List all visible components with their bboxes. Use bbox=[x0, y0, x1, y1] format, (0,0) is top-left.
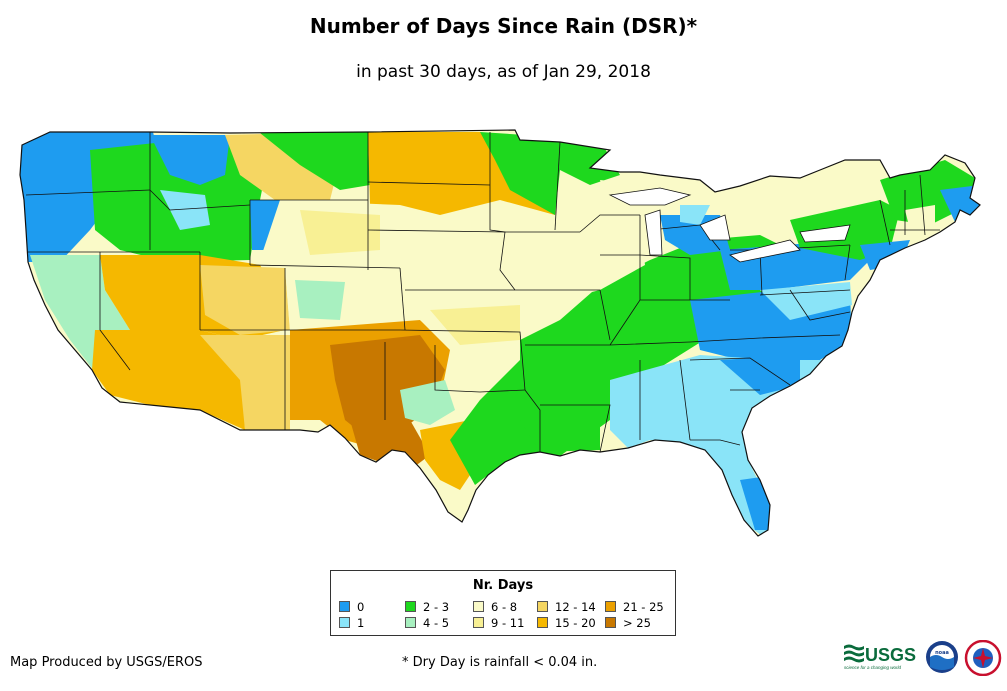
region-vermont bbox=[905, 205, 935, 230]
legend-title: Nr. Days bbox=[472, 578, 534, 593]
legend-label-4-5: 4 - 5 bbox=[423, 616, 450, 630]
legend-label-0: 0 bbox=[357, 600, 365, 614]
region-new-mexico-west bbox=[200, 335, 290, 430]
region-utah bbox=[200, 265, 290, 335]
legend-swatch-0 bbox=[339, 601, 350, 612]
lake-superior bbox=[608, 187, 692, 206]
region-north-texas bbox=[400, 380, 455, 425]
legend-swatch-2-3 bbox=[405, 601, 416, 612]
dsr-regions bbox=[20, 130, 980, 536]
legend-swatch-15-20 bbox=[537, 617, 548, 628]
region-southeast bbox=[610, 355, 830, 536]
noaa-text: noaa bbox=[935, 650, 949, 656]
nws-star-icon bbox=[973, 648, 993, 668]
legend-label-2-3: 2 - 3 bbox=[423, 600, 450, 614]
lake-ontario bbox=[799, 224, 851, 243]
legend-item-21-25: 21 - 25 bbox=[605, 601, 664, 614]
region-arizona bbox=[92, 330, 245, 430]
legend-item-2-3: 2 - 3 bbox=[405, 601, 449, 614]
map-credit: Map Produced by USGS/EROS bbox=[10, 655, 203, 670]
region-colorado-mountains bbox=[295, 280, 345, 320]
region-carolinas-coast bbox=[720, 355, 800, 395]
legend-label-gt-25: > 25 bbox=[623, 616, 651, 630]
region-wyoming-south bbox=[300, 210, 380, 255]
nws-logo bbox=[964, 640, 1002, 676]
legend-item-6-8: 6 - 8 bbox=[473, 601, 517, 614]
legend-item-12-14: 12 - 14 bbox=[537, 601, 596, 614]
region-iowa-illinois bbox=[500, 225, 645, 300]
legend-label-21-25: 21 - 25 bbox=[623, 600, 664, 614]
usgs-wordmark: USGS bbox=[865, 645, 916, 665]
usgs-logo: USGS science for a changing world bbox=[844, 644, 916, 670]
dry-day-note: * Dry Day is rainfall < 0.04 in. bbox=[402, 655, 598, 670]
region-idaho-panhandle bbox=[150, 135, 230, 185]
state-borders bbox=[19, 129, 981, 537]
legend-label-9-11: 9 - 11 bbox=[491, 616, 525, 630]
region-minnesota bbox=[480, 132, 620, 215]
legend-item-0: 0 bbox=[339, 601, 364, 614]
legend-item-9-11: 9 - 11 bbox=[473, 617, 524, 630]
legend-item-4-5: 4 - 5 bbox=[405, 617, 449, 630]
legend-swatch-4-5 bbox=[405, 617, 416, 628]
usgs-waves-icon bbox=[844, 644, 864, 663]
legend-swatch-12-14 bbox=[537, 601, 548, 612]
legend-box: Nr. Days 0 1 2 - 3 4 - 5 6 - 8 9 - 11 12… bbox=[330, 570, 676, 636]
legend-label-1: 1 bbox=[357, 616, 365, 630]
region-maine bbox=[940, 185, 980, 222]
region-montana-east bbox=[260, 132, 370, 190]
legend-swatch-1 bbox=[339, 617, 350, 628]
legend-label-12-14: 12 - 14 bbox=[555, 600, 596, 614]
legend-swatch-21-25 bbox=[605, 601, 616, 612]
legend-swatch-9-11 bbox=[473, 617, 484, 628]
us-dsr-map bbox=[19, 129, 981, 537]
map-subtitle: in past 30 days, as of Jan 29, 2018 bbox=[356, 62, 651, 82]
great-lakes bbox=[608, 187, 851, 263]
legend-swatch-6-8 bbox=[473, 601, 484, 612]
lake-michigan bbox=[644, 209, 663, 256]
legend-swatch-gt-25 bbox=[605, 617, 616, 628]
legend-item-15-20: 15 - 20 bbox=[537, 617, 596, 630]
map-title: Number of Days Since Rain (DSR)* bbox=[309, 14, 698, 38]
legend-label-15-20: 15 - 20 bbox=[555, 616, 596, 630]
legend-item-gt-25: > 25 bbox=[605, 617, 651, 630]
noaa-bird-icon bbox=[930, 655, 954, 670]
region-oklahoma-north bbox=[430, 305, 520, 345]
lake-erie bbox=[729, 239, 801, 263]
legend-item-1: 1 bbox=[339, 617, 364, 630]
region-michigan-north bbox=[680, 205, 710, 225]
region-idaho-light bbox=[160, 190, 210, 230]
noaa-logo: noaa bbox=[926, 641, 958, 673]
usgs-tagline: science for a changing world bbox=[844, 665, 902, 670]
legend-label-6-8: 6 - 8 bbox=[491, 600, 518, 614]
lake-huron bbox=[699, 214, 731, 241]
